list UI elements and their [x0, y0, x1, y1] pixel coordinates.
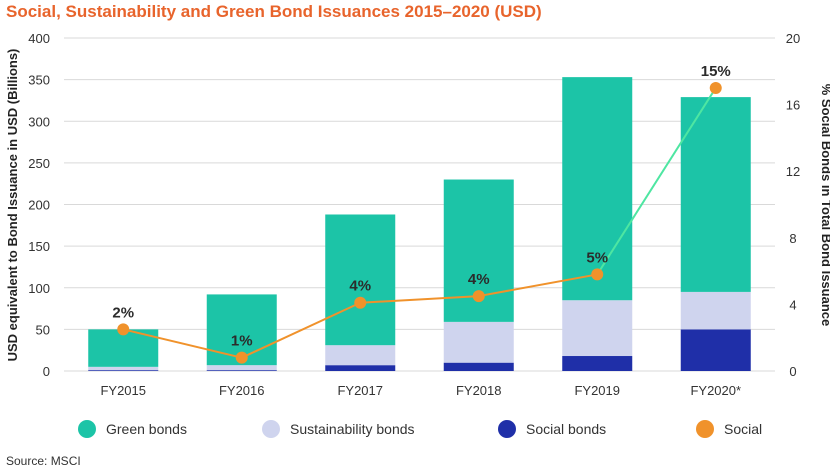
legend-item-social: Social	[696, 420, 762, 438]
bar-sustainability-bonds	[206, 365, 277, 371]
bar-green-bonds	[680, 97, 751, 292]
social-line	[117, 81, 722, 364]
bar-sustainability-bonds	[325, 345, 396, 366]
y-right-tick-label: 0	[789, 364, 796, 379]
bars	[88, 77, 751, 371]
y-tick-label: 300	[28, 114, 50, 129]
y-tick-label: 200	[28, 198, 50, 213]
x-tick-label: FY2015	[100, 383, 146, 398]
social-point	[709, 81, 722, 94]
y-tick-label: 400	[28, 31, 50, 46]
legend-item-green: Green bonds	[78, 420, 187, 438]
bar-social-bonds	[443, 362, 514, 371]
bar-sustainability-bonds	[680, 291, 751, 330]
social-data-label: 5%	[586, 249, 608, 266]
y-right-tick-label: 8	[789, 231, 796, 246]
y-axis-title: USD equivalent to Bond Issuance in USD (…	[5, 49, 20, 362]
y-tick-label: 150	[28, 239, 50, 254]
y-right-tick-label: 4	[789, 297, 796, 312]
bar-green-bonds	[562, 77, 633, 301]
legend-label-social-bonds: Social bonds	[526, 421, 607, 437]
x-tick-label: FY2018	[456, 383, 502, 398]
y-right-tick-label: 12	[786, 164, 800, 179]
x-tick-label: FY2020*	[690, 383, 741, 398]
gridlines	[64, 37, 775, 372]
social-point	[117, 323, 130, 336]
bar-social-bonds	[325, 365, 396, 371]
y-tick-label: 250	[28, 156, 50, 171]
social-point	[591, 268, 604, 281]
social-data-label: 4%	[349, 278, 371, 295]
legend-swatch-sustainability	[262, 420, 280, 438]
social-data-label: 1%	[231, 333, 253, 350]
social-line-segment	[241, 301, 361, 359]
social-line-segment	[478, 273, 598, 298]
bar-sustainability-bonds	[562, 300, 633, 357]
legend-label-social: Social	[724, 421, 763, 437]
bar-sustainability-bonds	[88, 366, 159, 371]
bond-issuance-chart: 0 50 100 150 200 250 300 350 400 0 4 8 12 16 20 FY201…	[5, 31, 830, 398]
y-tick-label: 50	[36, 322, 50, 337]
y-right-tick-label: 16	[786, 98, 800, 113]
bar-social-bonds	[680, 329, 751, 371]
bar-social-bonds	[88, 370, 159, 371]
social-line-segment	[360, 295, 479, 304]
y-tick-label: 100	[28, 281, 50, 296]
social-line-segment	[596, 87, 717, 275]
legend-swatch-green	[78, 420, 96, 438]
x-tick-label: FY2017	[337, 383, 383, 398]
bar-sustainability-bonds	[443, 321, 514, 363]
social-line-segment	[123, 328, 242, 359]
right-axis-ticks: 0 4 8 12 16 20	[786, 31, 800, 379]
x-tick-label: FY2016	[219, 383, 265, 398]
bar-social-bonds	[562, 356, 633, 371]
data-labels: 2% 1% 4% 4% 5% 15%	[112, 63, 730, 350]
social-point	[354, 296, 367, 309]
legend-label-green: Green bonds	[106, 421, 187, 437]
legend-item-sustainability: Sustainability bonds	[262, 420, 415, 438]
y-right-tick-label: 20	[786, 31, 800, 46]
x-tick-label: FY2019	[574, 383, 620, 398]
bar-green-bonds	[325, 214, 396, 346]
y-axis-right-title: % Social Bonds in Total Bond Issuance	[819, 84, 830, 326]
legend-swatch-social-bonds	[498, 420, 516, 438]
social-point	[235, 351, 248, 364]
bar-social-bonds	[206, 370, 277, 371]
legend: Green bonds Sustainability bonds Social …	[0, 420, 830, 444]
legend-item-social-bonds: Social bonds	[498, 420, 606, 438]
category-labels: FY2015 FY2016 FY2017 FY2018 FY2019 FY2020*	[100, 383, 741, 398]
legend-swatch-social	[696, 420, 714, 438]
y-tick-label: 350	[28, 73, 50, 88]
chart-title: Social, Sustainability and Green Bond Is…	[6, 2, 542, 21]
social-data-label: 15%	[701, 63, 731, 80]
social-data-label: 4%	[468, 271, 490, 288]
left-axis-ticks: 0 50 100 150 200 250 300 350 400	[28, 31, 50, 379]
social-data-label: 2%	[112, 304, 134, 321]
source-note: Source: MSCI	[6, 454, 81, 468]
social-point	[472, 290, 485, 303]
legend-label-sustainability: Sustainability bonds	[290, 421, 415, 437]
y-tick-label: 0	[43, 364, 50, 379]
